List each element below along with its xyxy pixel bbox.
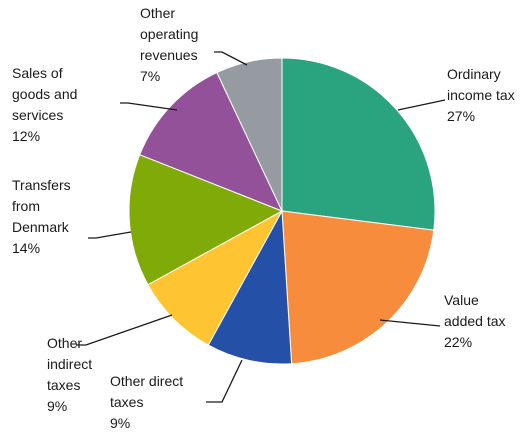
pie-slices bbox=[128, 57, 436, 365]
slice-name-line: Denmark bbox=[12, 219, 70, 235]
pie-slice-ordinary-income-tax bbox=[281, 57, 436, 231]
slice-label-ordinary-income-tax: Ordinary income tax 27% bbox=[447, 66, 515, 124]
slice-name-line: Other bbox=[47, 335, 82, 351]
leader-lines bbox=[76, 51, 446, 403]
slice-label-other-indirect-taxes: Other indirect taxes 9% bbox=[47, 335, 92, 414]
pie-slice-other-direct-taxes bbox=[207, 209, 293, 365]
slice-name-line: Other bbox=[140, 5, 175, 21]
slice-name-line: operating bbox=[140, 26, 198, 42]
leader-line-other-indirect-taxes bbox=[76, 314, 173, 346]
slice-name-line: Other direct bbox=[110, 373, 183, 389]
leader-line-other-direct-taxes bbox=[206, 359, 243, 403]
slice-value-label: 9% bbox=[110, 415, 130, 431]
slice-value-label: 27% bbox=[447, 108, 475, 124]
slice-value-label: 12% bbox=[12, 128, 40, 144]
slice-label-value-added-tax: Value added tax 22% bbox=[444, 292, 506, 350]
leader-line-other-operating-revenues bbox=[214, 51, 248, 66]
slice-label-other-operating-revenues: Other operating revenues 7% bbox=[140, 5, 198, 84]
pie-slice-sales-of-goods-and-services bbox=[139, 71, 283, 212]
slice-labels: Ordinary income tax 27% Value added tax 22% Ot… bbox=[12, 5, 515, 431]
slice-value-label: 7% bbox=[140, 68, 160, 84]
slice-name-line: taxes bbox=[110, 394, 143, 410]
slice-name-line: goods and bbox=[12, 86, 77, 102]
slice-name-line: Sales of bbox=[12, 65, 63, 81]
pie-slice-other-operating-revenues bbox=[216, 57, 283, 212]
slice-name-line: indirect bbox=[47, 356, 92, 372]
slice-name-line: services bbox=[12, 107, 63, 123]
leader-line-sales-of-goods-and-services bbox=[120, 102, 178, 111]
slice-value-label: 9% bbox=[47, 398, 67, 414]
leader-line-ordinary-income-tax bbox=[397, 99, 446, 111]
slice-label-transfers-from-denmark: Transfers from Denmark 14% bbox=[12, 177, 71, 256]
pie-slice-value-added-tax bbox=[281, 210, 435, 365]
slice-name-line: taxes bbox=[47, 377, 80, 393]
pie-slice-transfers-from-denmark bbox=[128, 154, 284, 286]
slice-value-label: 14% bbox=[12, 240, 40, 256]
slice-label-other-direct-taxes: Other direct taxes 9% bbox=[110, 373, 183, 431]
pie-slice-other-indirect-taxes bbox=[147, 209, 284, 346]
slice-name-line: from bbox=[12, 198, 40, 214]
slice-name-line: income tax bbox=[447, 87, 515, 103]
slice-label-sales-of-goods-and-services: Sales of goods and services 12% bbox=[12, 65, 77, 144]
slice-name-line: revenues bbox=[140, 47, 198, 63]
slice-name-line: added tax bbox=[444, 313, 506, 329]
leader-line-transfers-from-denmark bbox=[88, 231, 132, 239]
leader-line-value-added-tax bbox=[379, 319, 441, 327]
slice-name-line: Transfers bbox=[12, 177, 71, 193]
slice-name-line: Value bbox=[444, 292, 479, 308]
slice-name-line: Ordinary bbox=[447, 66, 501, 82]
slice-value-label: 22% bbox=[444, 334, 472, 350]
